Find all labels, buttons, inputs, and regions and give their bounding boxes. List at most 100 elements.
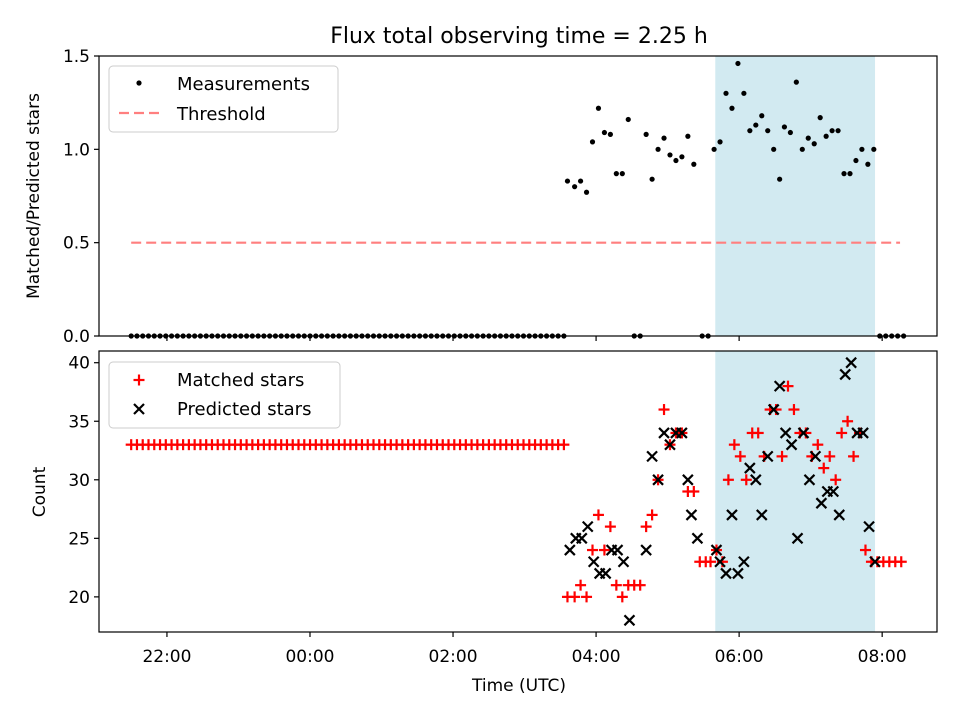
bottom-x-tick-label-0: 22:00	[142, 647, 191, 667]
predicted-point-25-b	[732, 567, 744, 580]
predicted-point-39	[815, 497, 828, 509]
measurement-point-43	[823, 133, 829, 139]
matched-point-36	[776, 450, 788, 462]
matched-point-37	[782, 380, 794, 392]
measurement-point-20	[685, 133, 691, 139]
predicted-point-4-b	[587, 555, 600, 568]
predicted-point-43-b	[839, 368, 851, 381]
measurement-point-1	[572, 184, 578, 190]
matched-point-46	[836, 427, 848, 439]
matched-legend-glyph	[133, 374, 145, 386]
matched-point-1	[569, 591, 581, 603]
matched-point-44	[824, 450, 836, 462]
matched-point-47	[842, 415, 854, 427]
predicted-point-46-b	[857, 427, 869, 439]
predicted-point-8-b	[611, 544, 624, 556]
top-y-tick-label-3: 1.5	[63, 47, 90, 67]
measurement-point-3	[583, 189, 590, 195]
matched-point-2	[575, 579, 587, 591]
predicted-point-0-b	[564, 544, 576, 556]
measurement-point-51	[871, 146, 877, 152]
predicted-point-10	[623, 614, 636, 627]
predicted-point-12	[646, 450, 658, 463]
matched-point-9	[616, 591, 628, 603]
predicted-point-23-b	[720, 567, 732, 580]
predicted-point-2	[575, 532, 588, 545]
matched-point-42	[812, 439, 824, 451]
predicted-point-29	[755, 509, 768, 521]
predicted-point-10-b	[623, 614, 636, 627]
predicted-point-6-b	[599, 567, 612, 580]
top-y-axis-label: Matched/Predicted stars	[24, 93, 44, 299]
measurement-point-40	[805, 135, 811, 141]
measurement-point-10	[625, 116, 631, 123]
predicted-point-21-b	[710, 544, 723, 556]
predicted-point-26	[738, 555, 750, 568]
measurement-point-27	[729, 105, 735, 111]
predicted-point-25	[732, 567, 744, 580]
predicted-point-44-b	[845, 356, 857, 369]
measurement-point-16	[661, 135, 667, 141]
predicted-star-points	[564, 356, 881, 627]
matched-point-24	[705, 556, 717, 568]
measurement-point-44	[829, 128, 835, 134]
measurement-point-26	[723, 90, 729, 96]
predicted-point-42-b	[833, 509, 846, 521]
predicted-point-18	[682, 474, 694, 486]
matched-constant-point-75	[558, 439, 570, 451]
chart-title: Flux total observing time = 2.25 h	[330, 24, 708, 49]
bottom-legend: Matched stars Predicted stars	[108, 361, 341, 429]
top-y-ticks: 0.0 0.5 1.0 1.5	[63, 47, 99, 347]
top-y-tick-label-1: 0.5	[63, 234, 90, 254]
matched-point-43	[818, 462, 830, 474]
top-shaded-region	[715, 56, 876, 336]
predicted-point-35	[791, 532, 804, 545]
measurement-point-31	[753, 122, 759, 128]
bottom-x-tick-label-3: 04:00	[572, 647, 621, 667]
measurement-point-8	[613, 171, 619, 177]
measurement-point-47	[847, 171, 853, 177]
legend-matched-label: Matched stars	[177, 370, 304, 391]
predicted-point-48	[869, 555, 881, 568]
predicted-point-23	[720, 567, 732, 580]
measurement-point-46	[841, 171, 847, 177]
predicted-point-24	[726, 509, 738, 521]
bottom-shaded-region	[715, 351, 876, 632]
measurement-point-45	[835, 128, 841, 134]
predicted-legend-glyph	[133, 403, 145, 415]
matched-point-50	[859, 544, 871, 556]
matched-legend-marker	[133, 374, 145, 386]
top-panel: 0.0 0.5 1.0 1.5 Matched/Predicted stars Mea…	[24, 47, 938, 347]
matched-point-6	[598, 544, 610, 556]
predicted-point-14-b	[658, 427, 670, 439]
bottom-y-ticks: 20 25 30 35 40	[68, 354, 99, 608]
legend-predicted-label: Predicted stars	[177, 399, 311, 420]
matched-point-56	[895, 556, 907, 568]
predicted-point-24-b	[726, 509, 738, 521]
predicted-legend-glyph-b	[133, 403, 145, 415]
matched-point-8	[610, 579, 622, 591]
predicted-point-20-b	[691, 532, 704, 545]
bottom-x-tick-label-5: 08:00	[858, 647, 907, 667]
measurement-point-37	[787, 129, 793, 136]
measurement-point-28	[735, 60, 741, 67]
bottom-y-tick-label-4: 40	[68, 354, 90, 374]
predicted-point-4	[587, 555, 600, 568]
bottom-x-tick-label-4: 06:00	[715, 647, 764, 667]
measurement-point-49	[859, 146, 865, 152]
bottom-y-tick-label-3: 35	[68, 412, 90, 432]
bottom-y-tick-label-2: 30	[68, 471, 90, 491]
matched-point-4	[587, 544, 599, 556]
measurement-point-21	[691, 161, 697, 167]
measurement-point-38	[793, 79, 799, 85]
measurement-point-24	[711, 146, 717, 152]
bottom-legend-box	[108, 361, 341, 429]
predicted-point-9	[617, 555, 630, 568]
predicted-point-18-b	[682, 474, 694, 486]
measurement-point-36	[781, 124, 788, 130]
x-axis-label: Time (UTC)	[471, 676, 566, 696]
predicted-point-0	[564, 544, 576, 556]
predicted-point-39-b	[815, 497, 828, 509]
predicted-point-20	[691, 532, 704, 545]
